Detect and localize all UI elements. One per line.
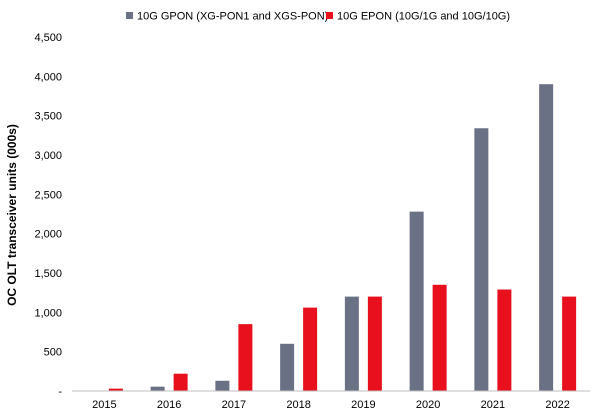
legend-swatch: [326, 12, 333, 19]
bar-epon: [303, 307, 318, 391]
bar-gpon: [474, 128, 489, 391]
x-tick-label: 2021: [481, 399, 505, 411]
x-tick-label: 2017: [222, 399, 246, 411]
bar-gpon: [409, 211, 424, 391]
bar-epon: [497, 289, 512, 391]
bar-epon: [238, 324, 253, 391]
bar-epon: [367, 296, 382, 391]
bar-gpon: [215, 380, 230, 391]
y-tick-label: -: [58, 386, 62, 398]
bar-gpon: [150, 386, 165, 391]
bars: [108, 84, 577, 391]
y-tick-label: 500: [44, 347, 62, 359]
y-tick-label: 3,000: [34, 150, 62, 162]
x-tick-label: 2015: [92, 399, 116, 411]
legend: 10G GPON (XG-PON1 and XGS-PON) 10G EPON (…: [126, 11, 510, 23]
x-tick-label: 2016: [157, 399, 181, 411]
y-tick-label: 3,500: [34, 111, 62, 123]
bar-epon: [108, 388, 123, 391]
y-tick-label: 2,000: [34, 229, 62, 241]
legend-label: 10G EPON (10G/1G and 10G/10G): [337, 11, 510, 23]
legend-label: 10G GPON (XG-PON1 and XGS-PON): [137, 11, 328, 23]
y-tick-label: 4,000: [34, 71, 62, 83]
bar-gpon: [280, 343, 295, 391]
y-axis: - 500 1,000 1,500 2,000 2,500 3,000 3,500 4,000 4…: [34, 32, 62, 398]
y-tick-label: 4,500: [34, 32, 62, 44]
x-tick-label: 2018: [286, 399, 310, 411]
bar-gpon: [344, 296, 359, 391]
y-tick-label: 1,000: [34, 307, 62, 319]
bar-epon: [173, 373, 188, 391]
x-tick-label: 2022: [545, 399, 569, 411]
y-axis-label: OC OLT transceiver units (000s): [5, 124, 19, 306]
legend-swatch: [126, 12, 133, 19]
bar-epon: [432, 284, 447, 391]
x-tick-label: 2020: [416, 399, 440, 411]
x-tick-label: 2019: [351, 399, 375, 411]
y-tick-label: 2,500: [34, 189, 62, 201]
y-tick-label: 1,500: [34, 268, 62, 280]
x-axis: 2015 2016 2017 2018 2019 2020 2021 2022: [72, 390, 590, 411]
bar-epon: [562, 296, 577, 391]
bar-gpon: [539, 84, 554, 391]
